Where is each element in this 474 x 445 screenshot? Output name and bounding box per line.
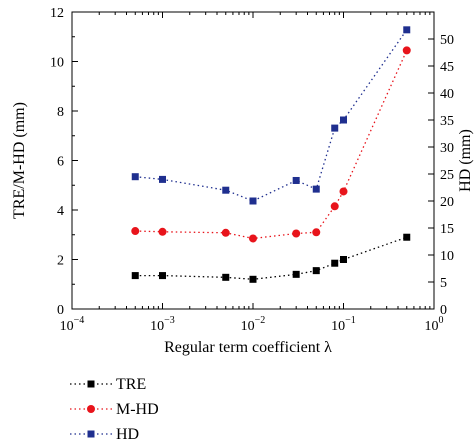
legend-marker-hd [87,430,95,438]
data-point-hd-6 [331,124,339,132]
y-right-tick-label-4: 20 [440,195,454,210]
plot-frame [71,11,435,310]
series-tre [131,233,411,283]
x-tick-label-1: 10−3 [150,315,175,334]
y-axis-label-right: HD (mm) [457,129,474,192]
data-point-hd-0 [131,173,139,181]
y-right-tick-label-1: 5 [440,276,447,291]
data-point-hd-7 [340,116,347,124]
x-axis-label: Regular term coefficient λ [164,339,332,356]
series-line-hd [135,29,408,202]
y-right-tick-label-5: 25 [440,168,454,183]
y-left-tick-label-6: 12 [50,6,64,21]
data-point-tre-8 [403,233,411,241]
data-point-tre-6 [331,259,339,267]
legend: TRE M-HD HD [70,376,159,443]
y-left-tick-label-5: 10 [50,56,64,71]
series-line-tre [135,236,407,280]
y-right-tick-label-7: 35 [440,114,454,129]
series-line-m-hd [135,50,408,240]
data-point-hd-5 [312,185,320,193]
data-point-m-hd-1 [158,227,167,236]
legend-label-hd: HD [116,426,139,443]
data-point-m-hd-3 [249,234,257,243]
y-left-tick-label-0: 0 [57,303,64,318]
data-point-m-hd-8 [402,46,411,55]
y-right-tick-label-2: 10 [440,249,454,264]
data-point-tre-1 [159,272,166,280]
x-tick-label-3: 10−1 [331,315,356,334]
legend-label-m-hd: M-HD [116,401,159,418]
data-point-hd-2 [222,186,230,194]
x-tick-label-0: 10−4 [60,315,85,334]
data-point-m-hd-7 [339,187,348,196]
data-point-tre-0 [131,272,139,280]
data-point-tre-4 [292,270,300,278]
y-left-tick-label-3: 6 [57,155,64,170]
data-point-hd-4 [292,176,300,184]
legend-label-tre: TRE [116,376,146,393]
y-left-tick-label-2: 4 [57,204,64,219]
legend-marker-m-hd [87,405,95,413]
data-point-m-hd-0 [131,227,140,236]
legend-marker-tre [87,380,95,388]
y-right-tick-label-6: 30 [440,141,454,156]
y-right-tick-label-10: 50 [440,33,454,48]
series-hd [131,26,411,205]
y-right-tick-label-0: 0 [440,303,447,318]
data-point-hd-1 [159,175,166,183]
y-left-tick-label-1: 2 [57,254,64,269]
data-point-tre-3 [249,275,257,283]
y-right-tick-label-3: 15 [440,222,454,237]
y-right-tick-label-8: 40 [440,87,454,102]
data-point-m-hd-5 [312,228,321,237]
series-m-hd [131,46,411,243]
series-layer [131,26,411,283]
data-point-m-hd-2 [221,228,230,237]
x-tick-label-4: 100 [425,315,444,334]
data-point-tre-5 [312,267,320,275]
data-point-hd-8 [403,26,411,34]
data-point-tre-7 [340,256,347,263]
y-right-tick-label-9: 45 [440,60,454,75]
x-tick-label-2: 10−2 [241,315,266,334]
y-left-tick-label-4: 8 [57,105,64,120]
y-axis-label-left: TRE/M-HD (mm) [11,102,28,219]
data-point-hd-3 [249,197,257,205]
data-point-m-hd-6 [330,202,339,211]
data-point-m-hd-4 [292,229,301,238]
axes: 10−4 10−3 10−2 10−1 100024681012051015202530… [11,6,474,356]
data-point-tre-2 [222,273,230,281]
